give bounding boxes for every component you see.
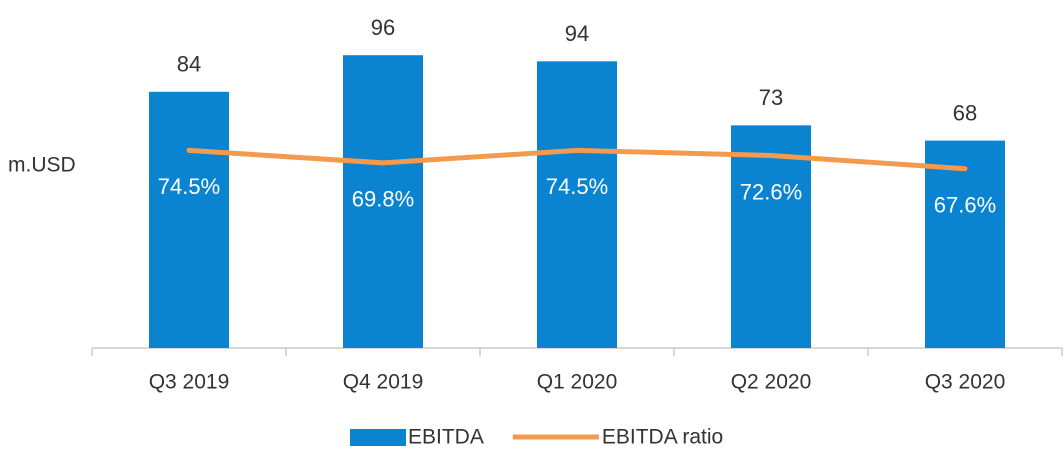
x-tick-label: Q2 2020 xyxy=(731,371,812,394)
line xyxy=(186,147,968,172)
bar-value-label: 68 xyxy=(953,100,977,125)
bar-value-label: 73 xyxy=(759,85,783,110)
x-tick-label: Q3 2020 xyxy=(925,371,1006,394)
bar xyxy=(731,125,811,348)
bar xyxy=(925,140,1005,348)
y-axis-label: m.USD xyxy=(8,154,76,177)
x-tick-label: Q3 2019 xyxy=(149,371,230,394)
line-value-label: 72.6% xyxy=(740,179,802,204)
bar-value-label: 84 xyxy=(177,52,201,77)
bar xyxy=(537,61,617,349)
line-value-label: 74.5% xyxy=(546,174,608,199)
legend-label: EBITDA ratio xyxy=(602,426,723,449)
x-tick-label: Q4 2019 xyxy=(343,371,424,394)
legend-swatch xyxy=(350,429,406,446)
x-tick-label: Q1 2020 xyxy=(537,371,618,394)
legend-label: EBITDA xyxy=(408,426,484,449)
bar xyxy=(149,91,229,349)
bar-value-label: 96 xyxy=(371,15,395,40)
line-value-label: 74.5% xyxy=(158,174,220,199)
line-value-label: 67.6% xyxy=(934,193,996,218)
bar xyxy=(343,55,423,348)
line-value-label: 69.8% xyxy=(352,187,414,212)
bar-value-label: 94 xyxy=(565,21,589,46)
